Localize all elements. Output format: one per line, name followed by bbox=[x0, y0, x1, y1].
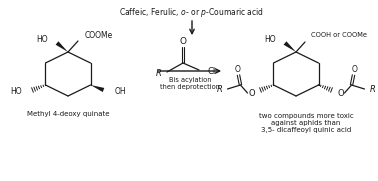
Text: O: O bbox=[248, 89, 255, 98]
Polygon shape bbox=[284, 41, 296, 52]
Text: Methyl 4-deoxy quinate: Methyl 4-deoxy quinate bbox=[27, 111, 109, 117]
Polygon shape bbox=[56, 41, 68, 52]
Text: HO: HO bbox=[36, 35, 48, 43]
Text: HO: HO bbox=[10, 87, 22, 96]
Text: R: R bbox=[370, 85, 375, 94]
Text: HO: HO bbox=[264, 35, 276, 43]
Text: against aphids than: against aphids than bbox=[271, 120, 341, 126]
Text: two compounds more toxic: two compounds more toxic bbox=[259, 113, 353, 119]
Text: R: R bbox=[156, 68, 162, 77]
Text: O: O bbox=[234, 64, 240, 73]
Text: OH: OH bbox=[115, 87, 126, 96]
Text: 3,5- dicaffeoyl quinic acid: 3,5- dicaffeoyl quinic acid bbox=[261, 127, 351, 133]
Text: O: O bbox=[337, 89, 344, 98]
Text: Cl: Cl bbox=[207, 66, 215, 75]
Text: R: R bbox=[217, 85, 223, 94]
Polygon shape bbox=[90, 85, 104, 92]
Text: COOH or COOMe: COOH or COOMe bbox=[311, 32, 367, 38]
Text: O: O bbox=[352, 64, 358, 73]
Text: Caffeic, Ferulic, $\it{o}$- or $\it{p}$-Coumaric acid: Caffeic, Ferulic, $\it{o}$- or $\it{p}$-… bbox=[119, 6, 265, 19]
Text: Bis acylation: Bis acylation bbox=[169, 77, 211, 83]
Text: then deprotection: then deprotection bbox=[160, 84, 220, 90]
Text: COOMe: COOMe bbox=[85, 31, 113, 41]
Text: O: O bbox=[180, 37, 186, 45]
